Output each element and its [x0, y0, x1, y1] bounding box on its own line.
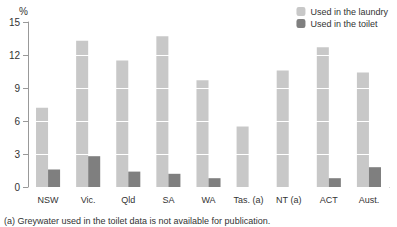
svg-text:ACT: ACT	[320, 195, 339, 205]
svg-text:0: 0	[14, 182, 20, 193]
svg-text:12: 12	[9, 50, 21, 61]
svg-text:15: 15	[9, 17, 21, 28]
svg-text:Vic.: Vic.	[81, 195, 96, 205]
svg-text:(a) Greywater used in the toil: (a) Greywater used in the toilet data is…	[4, 216, 270, 226]
svg-text:6: 6	[14, 116, 20, 127]
svg-text:3: 3	[14, 149, 20, 160]
svg-text:Tas. (a): Tas. (a)	[234, 195, 264, 205]
svg-text:Qld: Qld	[121, 195, 135, 205]
svg-text:Used in the laundry: Used in the laundry	[310, 7, 388, 17]
svg-text:SA: SA	[162, 195, 174, 205]
svg-text:NSW: NSW	[38, 195, 60, 205]
svg-text:WA: WA	[201, 195, 215, 205]
svg-text:9: 9	[14, 83, 20, 94]
svg-text:%: %	[19, 6, 28, 17]
svg-text:Aust.: Aust.	[359, 195, 380, 205]
svg-text:Used in the toilet: Used in the toilet	[310, 19, 378, 29]
svg-text:NT (a): NT (a)	[276, 195, 301, 205]
